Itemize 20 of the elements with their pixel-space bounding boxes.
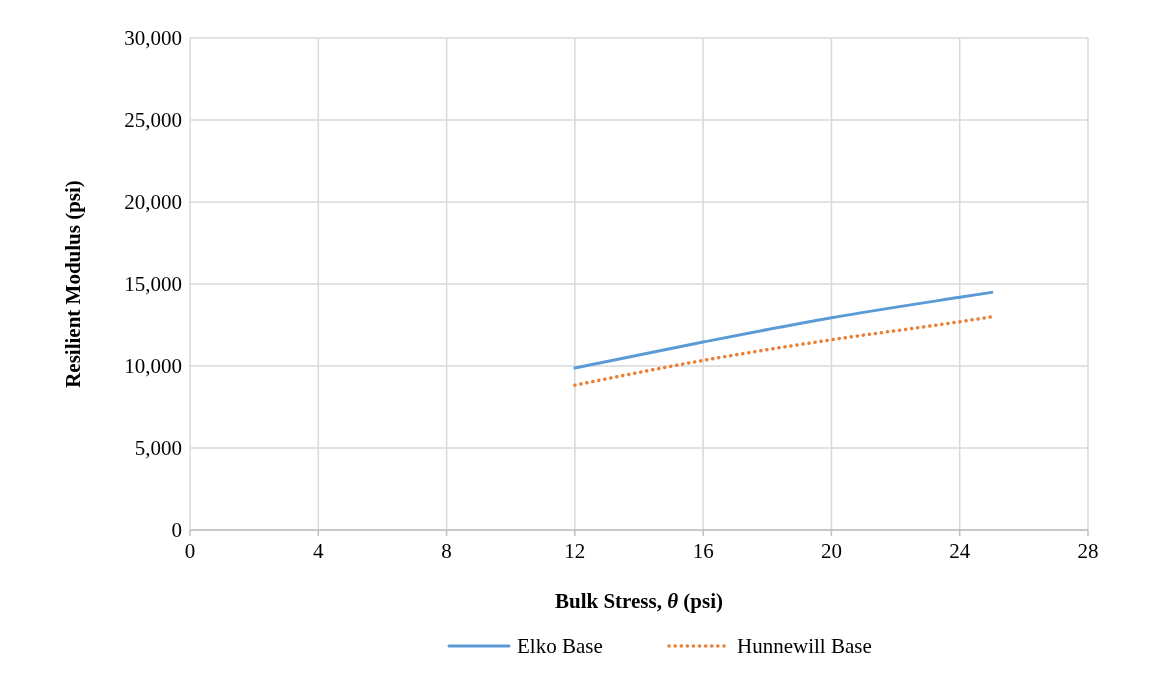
x-axis-title: Bulk Stress, θ (psi) <box>554 589 724 613</box>
y-tick-label: 25,000 <box>124 108 182 132</box>
y-tick-label: 10,000 <box>124 354 182 378</box>
y-tick-label: 30,000 <box>124 26 182 50</box>
x-tick-label: 4 <box>313 539 325 563</box>
y-tick-label: 5,000 <box>134 436 182 460</box>
y-tick-label: 0 <box>171 518 182 542</box>
x-tick-label: 20 <box>820 539 842 563</box>
line-series <box>573 290 994 370</box>
x-tick-label: 24 <box>949 539 971 563</box>
y-tick-label: 20,000 <box>124 190 182 214</box>
x-tick-label: 28 <box>1077 539 1099 563</box>
y-axis-title: Resilient Modulus (psi) <box>61 180 85 388</box>
legend-label: Hunnewill Base <box>737 634 872 658</box>
x-tick-label: 8 <box>441 539 452 563</box>
line-series <box>573 315 994 387</box>
x-tick-label: 16 <box>692 539 714 563</box>
x-tick-label: 12 <box>564 539 586 563</box>
legend-label: Elko Base <box>517 634 603 658</box>
y-tick-label: 15,000 <box>124 272 182 296</box>
